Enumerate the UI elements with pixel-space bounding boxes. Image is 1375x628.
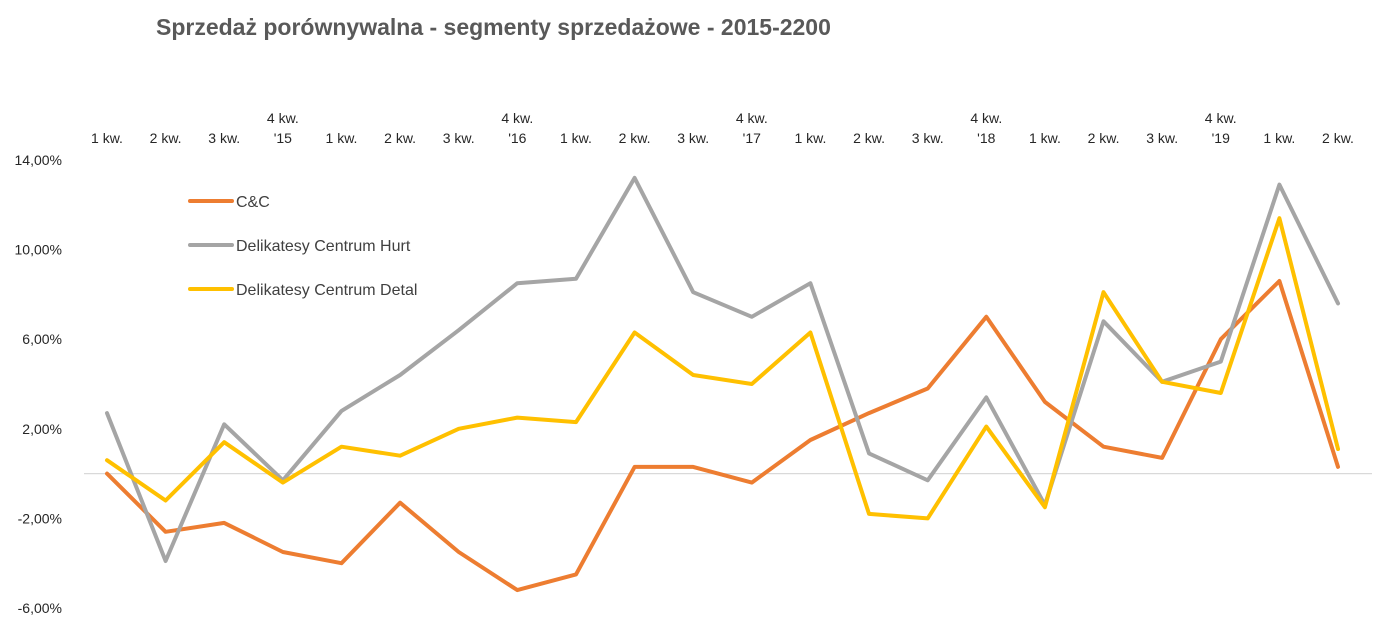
legend-label: Delikatesy Centrum Detal bbox=[236, 282, 417, 299]
x-tick-label: 1 kw. bbox=[1263, 130, 1295, 146]
series-line-3 bbox=[105, 216, 1340, 521]
x-tick-label: '19 bbox=[1212, 130, 1230, 146]
x-tick-label: 1 kw. bbox=[560, 130, 592, 146]
y-tick-label: 14,00% bbox=[15, 152, 62, 168]
y-tick-label: 6,00% bbox=[22, 331, 62, 347]
x-tick-label: 3 kw. bbox=[443, 130, 475, 146]
x-tick-label: 4 kw. bbox=[736, 110, 768, 126]
y-tick-label: -2,00% bbox=[18, 510, 62, 526]
x-tick-label: 1 kw. bbox=[1029, 130, 1061, 146]
x-tick-label: 1 kw. bbox=[794, 130, 826, 146]
x-tick-label: 1 kw. bbox=[326, 130, 358, 146]
x-tick-label: '17 bbox=[743, 130, 761, 146]
x-tick-label: 2 kw. bbox=[853, 130, 885, 146]
x-tick-label: 3 kw. bbox=[1146, 130, 1178, 146]
legend-label: Delikatesy Centrum Hurt bbox=[236, 238, 411, 255]
y-tick-label: 10,00% bbox=[15, 242, 62, 258]
x-tick-label: 4 kw. bbox=[501, 110, 533, 126]
x-tick-label: 2 kw. bbox=[1322, 130, 1354, 146]
x-tick-label: '16 bbox=[508, 130, 526, 146]
x-tick-label: 4 kw. bbox=[970, 110, 1002, 126]
x-tick-label: '18 bbox=[977, 130, 995, 146]
x-tick-label: 2 kw. bbox=[1088, 130, 1120, 146]
x-tick-label: 4 kw. bbox=[267, 110, 299, 126]
x-tick-label: 3 kw. bbox=[912, 130, 944, 146]
legend-label: C&C bbox=[236, 194, 270, 211]
x-tick-label: 1 kw. bbox=[91, 130, 123, 146]
series-line-2 bbox=[105, 175, 1340, 563]
x-tick-label: '15 bbox=[274, 130, 292, 146]
y-tick-label: -6,00% bbox=[18, 600, 62, 616]
x-tick-label: 4 kw. bbox=[1205, 110, 1237, 126]
x-tick-label: 2 kw. bbox=[619, 130, 651, 146]
x-tick-label: 2 kw. bbox=[384, 130, 416, 146]
series-line-1 bbox=[105, 279, 1340, 593]
chart-title: Sprzedaż porównywalna - segmenty sprzeda… bbox=[156, 14, 831, 40]
x-tick-label: 2 kw. bbox=[150, 130, 182, 146]
x-tick-label: 3 kw. bbox=[208, 130, 240, 146]
x-tick-label: 3 kw. bbox=[677, 130, 709, 146]
y-tick-label: 2,00% bbox=[22, 421, 62, 437]
